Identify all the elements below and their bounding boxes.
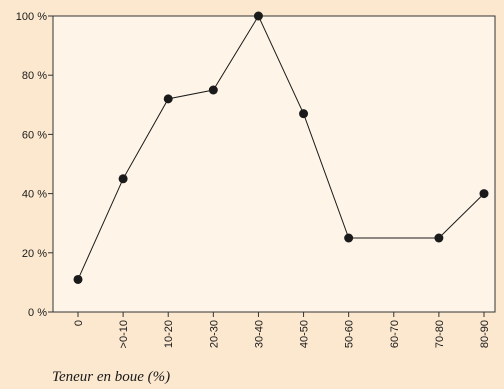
data-point bbox=[479, 189, 489, 199]
x-axis-ticks: 0 >0-10 10-20 20-30 30-40 40-50 50-60 60-70 70-8… bbox=[73, 312, 491, 348]
plot-area bbox=[52, 15, 496, 313]
data-point bbox=[253, 11, 263, 21]
data-point bbox=[163, 94, 173, 104]
x-tick-label: 20-30 bbox=[208, 320, 220, 348]
data-points bbox=[73, 11, 489, 284]
x-tick-label: 50-60 bbox=[344, 320, 356, 348]
data-point bbox=[118, 174, 128, 184]
x-tick-label: 80-90 bbox=[479, 320, 491, 348]
y-tick-label: 0 % bbox=[28, 307, 47, 319]
x-tick-label: 70-80 bbox=[434, 320, 446, 348]
y-tick-label: 60 % bbox=[22, 129, 47, 141]
y-tick-label: 20 % bbox=[22, 248, 47, 260]
y-tick-label: 40 % bbox=[22, 189, 47, 201]
x-tick-label: 60-70 bbox=[389, 320, 401, 348]
x-tick-label: 40-50 bbox=[299, 320, 311, 348]
y-tick-label: 100 % bbox=[16, 11, 47, 23]
x-tick-label: >0-10 bbox=[118, 320, 130, 348]
data-point bbox=[344, 233, 354, 243]
y-axis-ticks: 0 % 20 % 40 % 60 % 80 % 100 % bbox=[16, 11, 53, 319]
y-tick-label: 80 % bbox=[22, 70, 47, 82]
x-tick-label: 30-40 bbox=[253, 320, 265, 348]
data-point bbox=[299, 109, 309, 119]
x-tick-label: 10-20 bbox=[163, 320, 175, 348]
data-point bbox=[73, 274, 83, 284]
data-point bbox=[434, 233, 444, 243]
x-tick-label: 0 bbox=[73, 320, 85, 326]
x-axis-title: Teneur en boue (%) bbox=[52, 369, 170, 385]
data-point bbox=[208, 85, 218, 95]
